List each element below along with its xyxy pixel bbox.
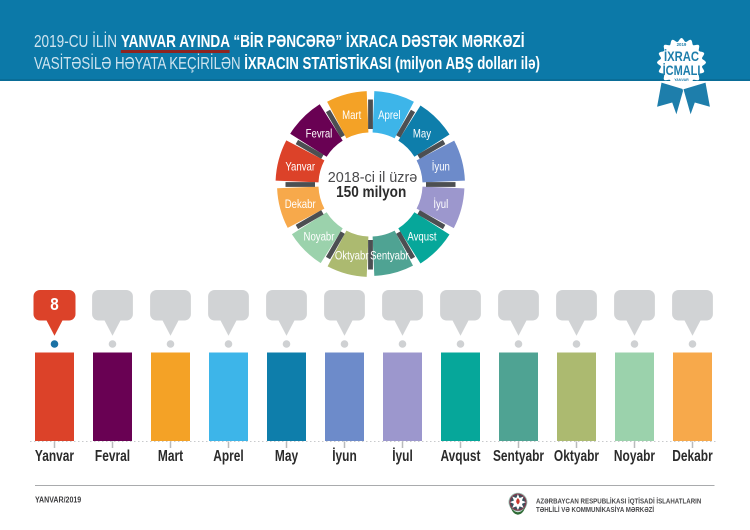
svg-text:Fevral: Fevral (95, 448, 130, 465)
svg-text:Aprel: Aprel (213, 448, 244, 465)
svg-text:Oktyabr: Oktyabr (335, 249, 369, 262)
svg-text:AZƏRBAYCAN RESPUBLİKASI İQTİSA: AZƏRBAYCAN RESPUBLİKASI İQTİSADİ İSLAHAT… (536, 497, 701, 506)
svg-text:Sentyabr: Sentyabr (493, 448, 545, 465)
svg-text:Avqust: Avqust (407, 231, 436, 244)
svg-text:2018-ci il üzrə: 2018-ci il üzrə (328, 170, 418, 186)
svg-text:Avqust: Avqust (440, 448, 480, 465)
svg-text:YANVAR: YANVAR (674, 78, 689, 82)
svg-text:İyun: İyun (332, 447, 357, 465)
svg-text:Yanvar: Yanvar (35, 448, 75, 465)
svg-text:Noyabr: Noyabr (614, 448, 656, 465)
svg-text:150 milyon: 150 milyon (336, 184, 406, 201)
svg-text:Noyabr: Noyabr (304, 231, 335, 244)
svg-text:Mart: Mart (342, 109, 361, 122)
svg-text:Sentyabr: Sentyabr (370, 249, 409, 262)
svg-text:Mart: Mart (158, 448, 184, 465)
svg-text:Oktyabr: Oktyabr (554, 448, 600, 465)
svg-text:İCMALI: İCMALI (663, 62, 701, 78)
svg-text:May: May (275, 448, 299, 465)
svg-text:8: 8 (50, 295, 58, 314)
svg-text:İyun: İyun (432, 159, 450, 173)
svg-text:İyul: İyul (392, 447, 413, 465)
svg-text:Dekabr: Dekabr (672, 448, 713, 465)
svg-text:İyul: İyul (433, 197, 448, 211)
svg-text:TƏHLİLİ VƏ KOMMUNİKASİYA MƏRKƏ: TƏHLİLİ VƏ KOMMUNİKASİYA MƏRKƏZİ (536, 505, 654, 514)
svg-text:May: May (413, 128, 432, 141)
svg-text:2019: 2019 (677, 42, 687, 47)
svg-text:Aprel: Aprel (378, 109, 400, 122)
svg-text:YANVAR/2019: YANVAR/2019 (35, 495, 82, 505)
svg-text:Dekabr: Dekabr (285, 198, 316, 211)
svg-text:Yanvar: Yanvar (285, 160, 315, 173)
svg-text:İXRAC: İXRAC (664, 48, 699, 64)
svg-text:Fevral: Fevral (306, 128, 333, 141)
